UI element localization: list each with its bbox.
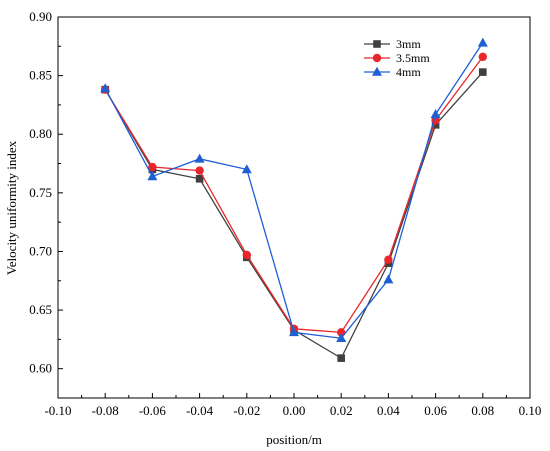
legend-marker — [372, 66, 382, 76]
data-point — [478, 52, 487, 62]
x-tick-label: 0.04 — [377, 403, 400, 418]
data-point — [194, 153, 205, 163]
legend-marker — [372, 53, 382, 63]
data-point — [384, 255, 393, 264]
data-point — [195, 166, 204, 175]
x-tick-label: 0.06 — [424, 403, 447, 418]
series-line — [104, 42, 484, 339]
data-point — [431, 121, 440, 129]
y-tick-label: 0.80 — [29, 126, 52, 141]
y-tick-label: 0.90 — [29, 9, 52, 24]
series-4mm — [100, 37, 488, 343]
data-point — [383, 274, 394, 284]
x-tick-label: 0.02 — [330, 403, 353, 418]
data-point — [430, 109, 441, 119]
series-line — [104, 71, 484, 360]
x-tick-label: 0.10 — [519, 403, 542, 418]
data-point — [242, 250, 251, 260]
x-tick-label: -0.04 — [186, 403, 214, 418]
legend-label: 3.5mm — [396, 51, 430, 65]
x-tick-label: -0.02 — [233, 403, 260, 418]
data-point — [336, 333, 347, 343]
x-tick-label: 0.08 — [471, 403, 494, 418]
x-axis-title: position/m — [266, 432, 322, 447]
data-point — [337, 354, 345, 362]
data-point — [289, 327, 299, 337]
plot-frame — [57, 16, 531, 399]
y-tick-label: 0.60 — [29, 361, 52, 376]
data-point — [148, 162, 157, 172]
x-axis-ticks: -0.10 -0.08 -0.06 -0.04 -0.02 0.00 0.02 0.04 0.0… — [44, 393, 541, 418]
y-axis-ticks: 0.60 0.65 0.70 0.75 0.80 0.85 0.90 — [29, 9, 63, 399]
data-point — [195, 174, 204, 183]
y-tick-label: 0.70 — [29, 243, 52, 258]
series-layer — [100, 37, 488, 362]
y-axis-title: Velocity uniformity index — [4, 140, 19, 275]
x-tick-label: -0.06 — [139, 403, 167, 418]
y-tick-label: 0.75 — [29, 185, 52, 200]
x-tick-label: -0.10 — [44, 403, 71, 418]
series-line — [104, 56, 484, 334]
legend-label: 4mm — [396, 65, 421, 79]
x-tick-label: 0.00 — [283, 403, 306, 418]
data-point — [100, 83, 111, 93]
legend-label: 3mm — [396, 37, 421, 51]
data-point — [147, 171, 158, 181]
series-3mm — [101, 68, 487, 362]
data-point — [337, 328, 346, 337]
legend-marker — [373, 40, 381, 48]
data-point — [477, 37, 488, 47]
data-point — [241, 164, 252, 174]
y-tick-label: 0.65 — [29, 302, 52, 317]
y-tick-label: 0.85 — [29, 68, 52, 83]
series-3.5mm — [101, 52, 487, 337]
x-tick-label: -0.08 — [92, 403, 119, 418]
data-point — [479, 68, 487, 76]
